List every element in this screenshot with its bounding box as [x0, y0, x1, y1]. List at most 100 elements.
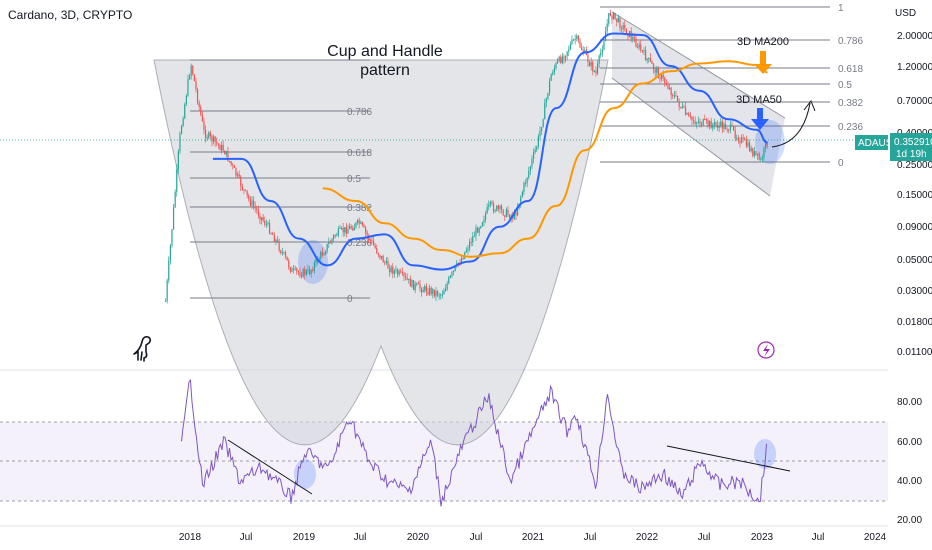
candle-body [244, 189, 247, 191]
dino-icon [133, 336, 152, 362]
candle-body [257, 210, 259, 216]
ma200-line [322, 60, 768, 258]
candle-body [377, 253, 379, 256]
candle-body [700, 123, 703, 125]
candle-body [446, 283, 448, 290]
candle-body [201, 114, 203, 122]
candle-body [307, 269, 309, 271]
candle-body [344, 227, 346, 233]
candle-body [763, 148, 765, 158]
candle-body [705, 119, 707, 121]
candle-body [622, 25, 624, 30]
candle-body [171, 229, 173, 246]
handle-channel [612, 12, 785, 196]
candle-body [345, 227, 347, 234]
candle-body [764, 142, 767, 149]
candle-body [395, 269, 397, 271]
candle-body [488, 204, 490, 208]
candle-body [656, 68, 658, 73]
time-tick: Jul [354, 532, 367, 543]
candle-body [408, 278, 410, 280]
candle-body [598, 55, 600, 64]
candle-body [731, 124, 733, 127]
candle-body [593, 70, 595, 72]
candle-body [756, 153, 759, 155]
candle-body [385, 261, 387, 263]
lightning-icon[interactable] [757, 341, 775, 359]
rsi-tick: 60.00 [897, 437, 922, 448]
candle-body [649, 57, 651, 62]
rsi-line [181, 378, 767, 507]
candle-body [465, 250, 467, 252]
candle-body [745, 139, 747, 147]
fib-right: 1 0.786 0.618 0.5 0.382 0.236 0 [600, 3, 863, 169]
time-axis[interactable]: 2018 Jul 2019 Jul 2020 Jul 2021 Jul 2022… [179, 532, 887, 543]
candle-body [358, 220, 360, 224]
candle-body [712, 124, 714, 129]
candle-body [411, 280, 413, 287]
candle-body [326, 243, 328, 252]
candle-body [270, 233, 272, 235]
time-tick: Jul [698, 532, 711, 543]
rsi-axis[interactable]: 80.00 60.00 40.00 20.00 [897, 397, 922, 526]
candle-body [353, 227, 355, 231]
candle-body [312, 269, 314, 271]
candle-body [184, 104, 186, 119]
candle-body [401, 272, 403, 274]
pattern-title-line1: Cup and Handle [327, 43, 443, 60]
candle-body [694, 121, 696, 124]
moving-averages-layer [212, 32, 768, 271]
candle-body [747, 142, 749, 147]
candle-body [612, 12, 615, 20]
candle-body [753, 151, 755, 157]
symbol-badge-text: ADAUSD [858, 138, 900, 149]
candle-body [350, 226, 352, 229]
candle-body [547, 93, 549, 99]
candle-body [603, 41, 605, 50]
candle-body [188, 75, 191, 80]
candle-body [225, 151, 227, 155]
candle-body [643, 50, 645, 52]
rsi-tick: 40.00 [897, 476, 922, 487]
candle-body [216, 141, 218, 144]
candle-body [632, 37, 634, 39]
price-tick: 0.011000 [897, 347, 932, 358]
candle-body [262, 217, 264, 221]
candle-body [448, 277, 450, 284]
candle-body [452, 270, 455, 273]
candle-body [254, 206, 256, 209]
candle-body [481, 222, 483, 227]
candle-body [523, 182, 525, 192]
candle-body [761, 157, 763, 159]
candle-body [528, 170, 530, 178]
candle-body [724, 124, 727, 130]
candle-body [601, 49, 603, 53]
candle-body [288, 260, 290, 268]
candle-body [283, 252, 285, 254]
candle-body [500, 206, 503, 210]
time-tick: 2020 [407, 532, 430, 543]
candle-body [691, 116, 693, 121]
candle-body [460, 257, 463, 264]
candle-body [553, 68, 555, 73]
time-tick: Jul [240, 532, 253, 543]
candle-body [233, 165, 235, 168]
candle-body [508, 214, 511, 219]
candle-body [713, 122, 715, 125]
candle-body [716, 125, 719, 128]
candle-body [734, 129, 736, 139]
fib-right-label-0382: 0.382 [838, 98, 863, 109]
candle-body [380, 256, 383, 258]
candle-body [228, 161, 231, 163]
candle-body [302, 268, 304, 277]
candle-body [563, 56, 565, 59]
projection-arrowhead [803, 100, 816, 112]
candle-body [169, 245, 171, 261]
candle-body [673, 95, 675, 97]
candle-body [540, 127, 543, 131]
candle-body [505, 209, 507, 217]
candle-body [532, 152, 535, 159]
